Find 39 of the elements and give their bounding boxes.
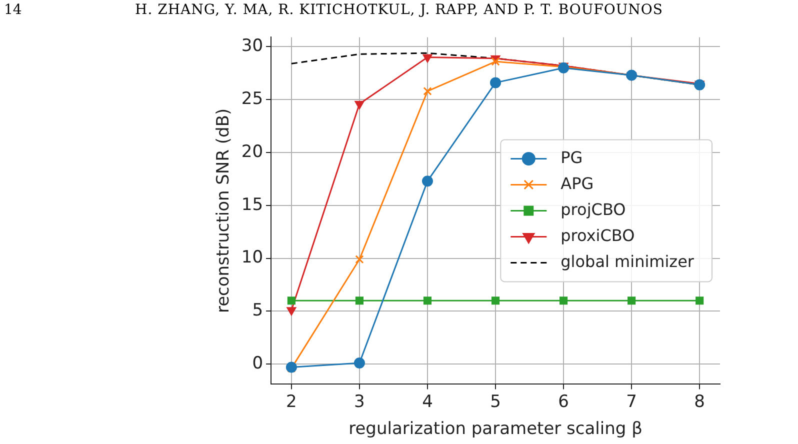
- x-tick-label: 4: [422, 392, 433, 412]
- x-tick-label: 7: [626, 392, 637, 412]
- legend-label: projCBO: [560, 200, 626, 219]
- point: [491, 296, 500, 305]
- legend-label: PG: [560, 148, 583, 167]
- point: [354, 100, 364, 110]
- x-axis-title: regularization parameter scaling β: [348, 419, 642, 440]
- x-tick-label: 6: [558, 392, 569, 412]
- point: [490, 77, 502, 88]
- x-tick-label: 8: [694, 392, 706, 412]
- y-tick-label: 10: [241, 248, 264, 268]
- x-tick-label: 2: [286, 392, 297, 412]
- y-axis-title: reconstruction SNR (dB): [214, 108, 234, 314]
- point: [422, 54, 432, 63]
- y-tick-label: 20: [241, 142, 264, 162]
- point: [423, 86, 432, 96]
- point: [423, 296, 432, 305]
- point: [560, 296, 568, 305]
- y-tick-label: 25: [241, 89, 264, 110]
- legend-label: proxiCBO: [560, 226, 635, 245]
- legend-label: global minimizer: [560, 252, 694, 271]
- point: [628, 296, 636, 305]
- point: [286, 307, 296, 316]
- point: [355, 255, 364, 264]
- point: [286, 362, 297, 373]
- point: [355, 296, 364, 305]
- y-tick-label: 5: [252, 300, 264, 321]
- point: [287, 296, 296, 305]
- y-tick-label: 30: [241, 36, 264, 56]
- text: 14: [4, 2, 22, 18]
- y-tick-label: 15: [241, 194, 264, 215]
- text: H. ZHANG, Y. MA, R. KITICHOTKUL, J. RAPP, AND P. T. BOUFOUNOS: [135, 2, 663, 18]
- x-tick-label: 5: [490, 392, 501, 412]
- y-tick-label: 0: [252, 354, 264, 374]
- point: [422, 176, 433, 187]
- point: [696, 296, 704, 305]
- point: [354, 358, 365, 369]
- legend-label: APG: [560, 174, 594, 193]
- x-tick-label: 3: [354, 392, 365, 412]
